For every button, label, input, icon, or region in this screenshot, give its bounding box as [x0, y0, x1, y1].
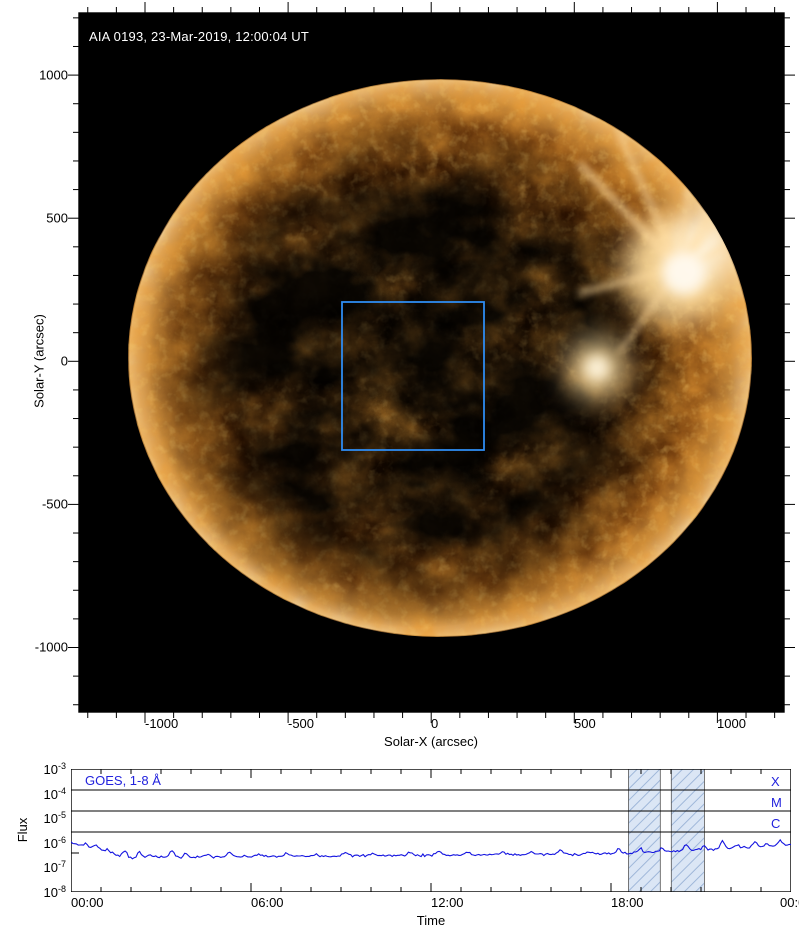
svg-text:GOES, 1-8 Å: GOES, 1-8 Å — [85, 773, 161, 788]
svg-text:C: C — [771, 816, 780, 831]
svg-text:M: M — [771, 795, 782, 810]
svg-text:X: X — [771, 774, 780, 789]
